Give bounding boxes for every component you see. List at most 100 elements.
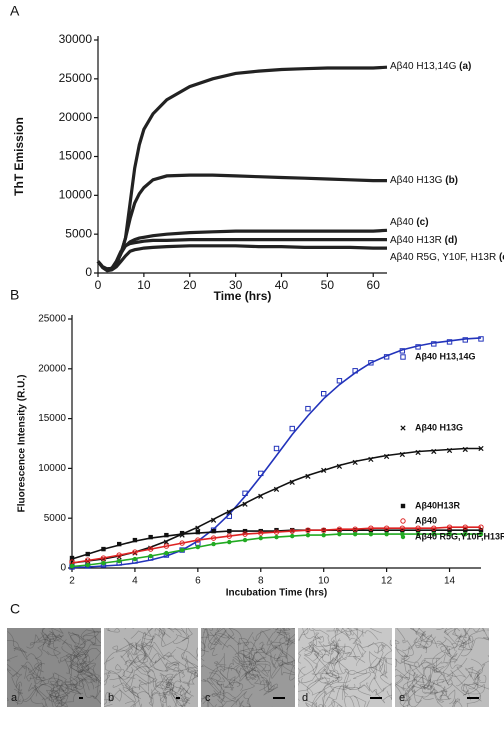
fibril (250, 674, 275, 693)
fibril (65, 653, 83, 670)
fibril (349, 695, 370, 707)
fibril (52, 687, 69, 707)
fibril (169, 628, 190, 639)
fibril (104, 674, 111, 683)
fibril (402, 679, 435, 691)
fibril (82, 635, 101, 644)
fibril (314, 639, 338, 668)
fibril (12, 677, 63, 705)
fibril (232, 629, 271, 670)
fibril (247, 662, 269, 677)
marker (289, 425, 295, 432)
fibril (201, 697, 207, 705)
fibril (49, 679, 90, 698)
series-name: Aβ40 H13G (390, 175, 443, 186)
fibril (415, 632, 433, 650)
y-tick-label: 5000 (65, 226, 92, 240)
fibril (243, 656, 272, 672)
fibril (166, 661, 181, 707)
fibril (411, 674, 425, 703)
fibril (438, 636, 455, 654)
fibril (27, 653, 44, 678)
fibril (136, 691, 154, 707)
fibril (369, 644, 387, 680)
fibril (44, 680, 76, 700)
fibril (206, 665, 225, 695)
fibril (180, 685, 191, 697)
fibril (436, 628, 445, 630)
y-axis-title: Fluorescence Intensity (R.U.) (17, 375, 28, 513)
legend-marker (400, 503, 406, 509)
fibril (402, 630, 433, 652)
x-tick-label: 40 (275, 278, 289, 292)
fibril (369, 650, 388, 669)
fibril (141, 631, 152, 661)
fibril (68, 653, 87, 677)
x-tick-label: 0 (95, 278, 102, 292)
fibril (108, 663, 125, 681)
fibril (323, 643, 346, 695)
fibril (148, 672, 165, 706)
fibril (203, 628, 241, 645)
fibril (232, 670, 257, 699)
fibril (305, 688, 335, 707)
fibril (331, 646, 366, 671)
fibril (432, 633, 462, 665)
fibril (56, 682, 70, 697)
x-tick-label: 14 (444, 576, 456, 587)
x-tick-label: 8 (258, 576, 264, 587)
fibril (28, 663, 61, 684)
y-tick-label: 25000 (59, 71, 93, 85)
fibril (298, 662, 333, 692)
fibril (112, 642, 134, 653)
fibril (49, 679, 83, 695)
fibril (176, 646, 198, 667)
fibril (230, 665, 250, 682)
fibril (446, 650, 463, 678)
fibril (395, 674, 422, 692)
series-name: Aβ40 H13,14G (390, 61, 457, 72)
fibril (298, 667, 306, 675)
micrograph: b (104, 628, 198, 707)
fibril (318, 703, 323, 707)
fibril (13, 685, 45, 703)
fibril (134, 658, 160, 679)
fibril (304, 636, 323, 655)
micrograph-bg (395, 628, 489, 707)
fibril (344, 696, 347, 707)
fibril (48, 630, 62, 643)
fibril (91, 628, 96, 633)
series-letter: (c) (416, 217, 428, 228)
fibril (48, 693, 77, 704)
fibril (413, 666, 444, 683)
fibril (77, 630, 96, 663)
fibril (311, 648, 326, 675)
fibril (50, 690, 68, 707)
fibril (147, 670, 192, 706)
fibril (306, 672, 338, 694)
line (96, 244, 387, 273)
micrograph-bg (201, 628, 295, 707)
fibril (322, 655, 336, 676)
legend-marker (400, 534, 406, 540)
fibril (301, 647, 328, 659)
fibril (399, 695, 412, 707)
series-letter: (d) (445, 235, 458, 246)
fibril (331, 643, 346, 674)
fibril (237, 641, 266, 655)
fibril (313, 701, 327, 707)
fibril (273, 628, 279, 634)
legend-marker (400, 518, 406, 524)
fibril (171, 687, 191, 704)
fibril (374, 643, 386, 654)
fibril (153, 642, 188, 672)
micrograph-label: d (302, 692, 308, 704)
marker (368, 360, 374, 366)
fibril (270, 661, 294, 679)
fibril (141, 641, 185, 678)
series-label: Aβ40 H13G (b) (390, 175, 458, 186)
fibril (104, 657, 115, 686)
fibril (181, 637, 198, 677)
fibril (106, 628, 111, 631)
fibril (344, 669, 365, 689)
